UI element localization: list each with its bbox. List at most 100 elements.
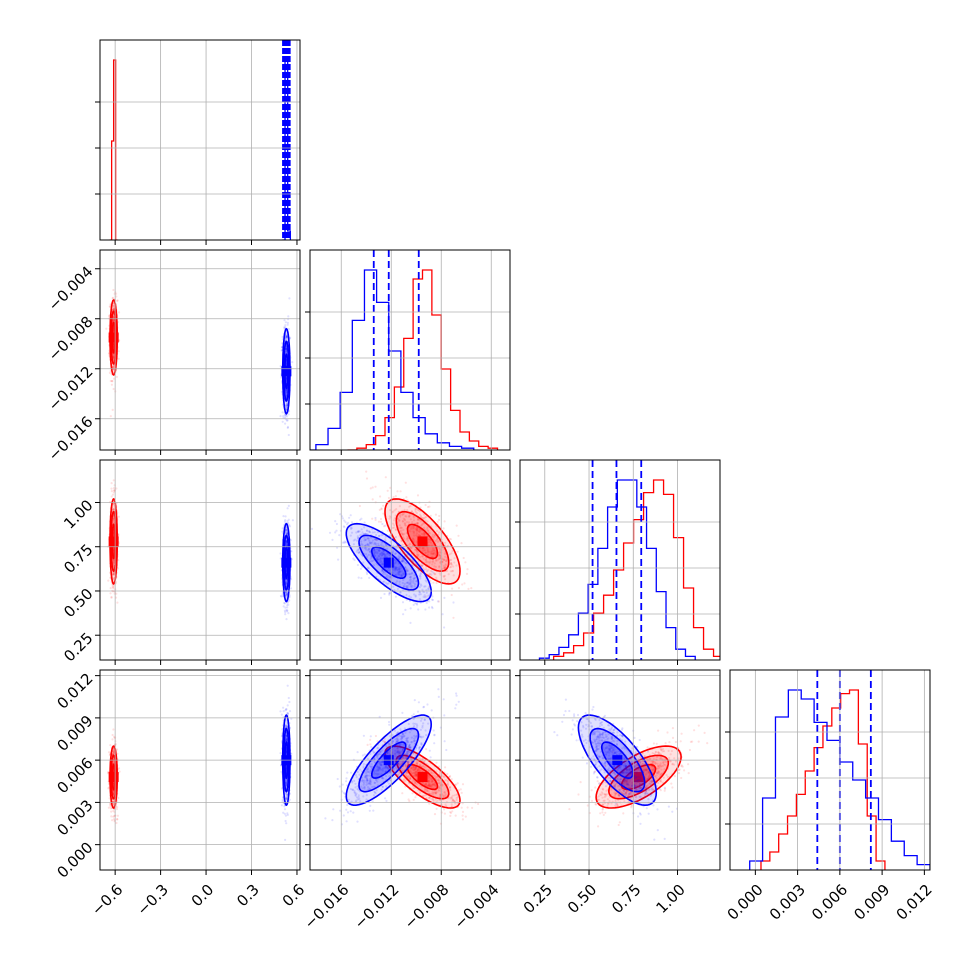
panel-frame [99,459,301,661]
scatter-point [397,556,400,559]
scatter-point [419,520,422,523]
scatter-point [399,490,402,493]
scatter-point [415,527,418,530]
scatter-point [111,493,115,496]
scatter-point [413,534,416,537]
scatter-point [457,586,460,590]
scatter-point [337,558,340,561]
scatter-point [400,570,403,573]
scatter-point [380,551,383,555]
scatter-point [110,383,113,386]
scatter-point [111,573,115,576]
scatter-point [415,540,418,543]
scatter-point [378,534,381,538]
scatter-point [451,587,454,590]
scatter-point [415,522,418,525]
scatter-point [348,516,351,519]
scatter-point [412,532,415,535]
scatter-point [450,561,453,565]
scatter-point [376,558,380,561]
scatter-point [371,531,374,534]
scatter-point [391,511,394,514]
scatter-point [385,544,388,547]
scatter-point [426,570,429,573]
scatter-point [284,797,288,801]
scatter-point [112,748,115,752]
scatter-point [401,560,404,563]
scatter-point [410,580,413,583]
scatter-point [363,526,366,529]
scatter-point [405,515,408,518]
scatter-point [288,700,291,704]
scatter-point [394,566,397,569]
scatter-point [391,550,395,553]
scatter-point [359,567,362,570]
scatter-point [370,556,373,559]
scatter-point [412,527,415,530]
scatter-point [281,593,284,596]
scatter-point [406,537,409,540]
scatter-point [406,568,409,571]
scatter-point [381,552,385,556]
scatter-point [443,574,446,577]
scatter-point [466,568,469,571]
scatter-point [429,532,432,535]
scatter-point [376,552,379,555]
scatter-point [430,550,433,553]
scatter-point [375,551,378,554]
scatter-point [373,548,376,552]
scatter-point [285,419,288,422]
scatter-point [368,550,372,554]
scatter-point [112,728,115,731]
scatter-point [366,543,369,546]
scatter-point [404,608,407,612]
scatter-point [398,519,401,522]
scatter-point [360,533,363,536]
scatter-point [417,534,421,537]
scatter-point [400,574,403,577]
scatter-point [285,798,288,801]
scatter-point [414,528,417,531]
scatter-point [397,566,400,569]
scatter-point [112,365,115,368]
scatter-panel-2-1 [305,459,511,665]
scatter-point [331,538,334,542]
scatter-point [376,531,379,534]
scatter-point [115,375,118,378]
scatter-point [394,560,397,564]
scatter-point [414,509,417,512]
scatter-point [443,552,446,555]
scatter-point [112,751,115,754]
scatter-point [438,554,441,557]
scatter-point [279,594,282,598]
scatter-point [410,596,413,599]
scatter-point [436,540,439,544]
scatter-point [402,512,405,515]
scatter-point [112,751,115,754]
scatter-point [280,349,283,352]
scatter-point [391,571,394,574]
scatter-point [363,521,366,524]
scatter-point [417,568,420,571]
scatter-point [350,527,353,530]
scatter-point [288,525,292,528]
scatter-point [284,739,287,742]
scatter-point [433,549,436,552]
scatter-point [354,538,357,541]
scatter-point [438,548,441,551]
scatter-point [282,605,285,608]
scatter-point [112,308,116,311]
scatter-point [111,752,114,756]
scatter-point [394,568,397,571]
scatter-point [417,518,420,521]
scatter-point [430,544,433,547]
scatter-point [366,529,369,532]
scatter-point [397,571,400,574]
scatter-point [394,495,397,498]
scatter-point [387,576,390,579]
scatter-point [431,607,434,610]
scatter-point [380,507,383,510]
scatter-point [112,517,115,520]
scatter-point [357,551,360,554]
scatter-point [461,583,464,586]
